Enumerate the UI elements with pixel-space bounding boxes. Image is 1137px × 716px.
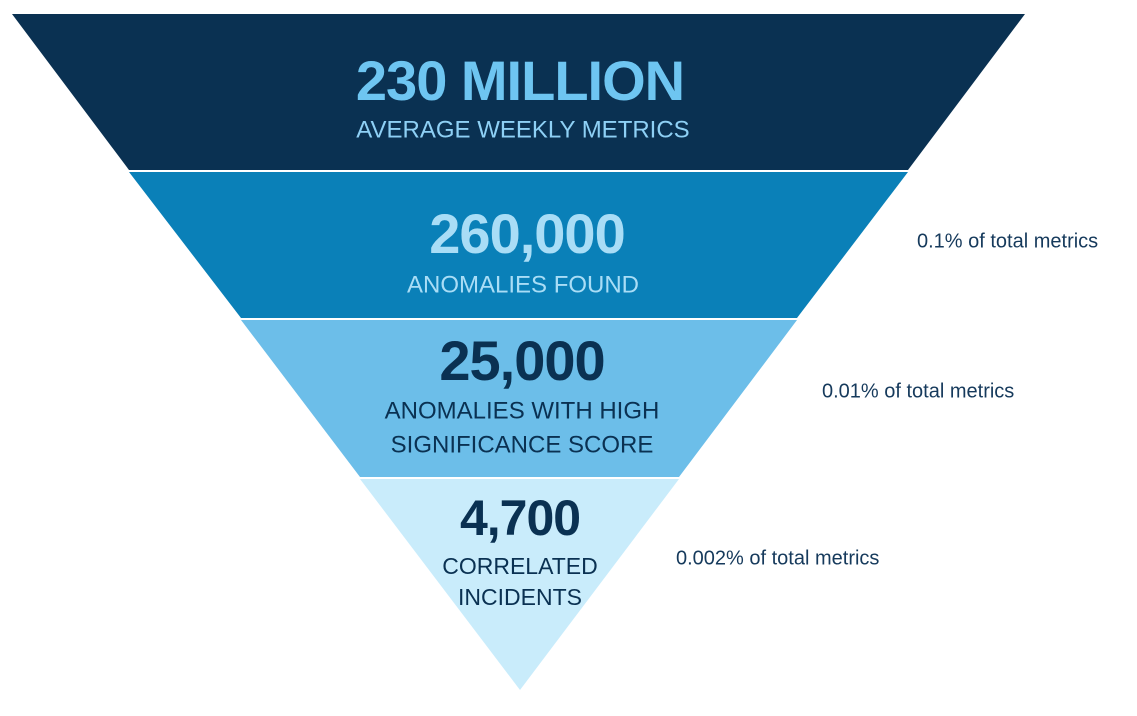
layer-label: AVERAGE WEEKLY METRICS <box>356 116 689 143</box>
layer-note: 0.002% of total metrics <box>676 547 879 569</box>
layer-label: INCIDENTS <box>458 584 582 610</box>
layer-value: 4,700 <box>460 490 580 546</box>
layer-label: ANOMALIES FOUND <box>407 271 639 298</box>
layer-label: SIGNIFICANCE SCORE <box>391 431 654 458</box>
layer-note: 0.1% of total metrics <box>917 230 1098 252</box>
funnel-layer-3 <box>241 320 797 477</box>
layer-label: ANOMALIES WITH HIGH <box>385 397 660 424</box>
layer-value: 25,000 <box>439 329 604 392</box>
funnel-layer-1 <box>12 14 1025 170</box>
funnel-layer-4 <box>360 479 679 690</box>
funnel-layer-2 <box>129 172 908 318</box>
layer-value: 230 MILLION <box>356 49 684 112</box>
layer-note: 0.01% of total metrics <box>822 380 1014 402</box>
layer-value: 260,000 <box>429 202 624 265</box>
layer-label: CORRELATED <box>442 553 598 579</box>
